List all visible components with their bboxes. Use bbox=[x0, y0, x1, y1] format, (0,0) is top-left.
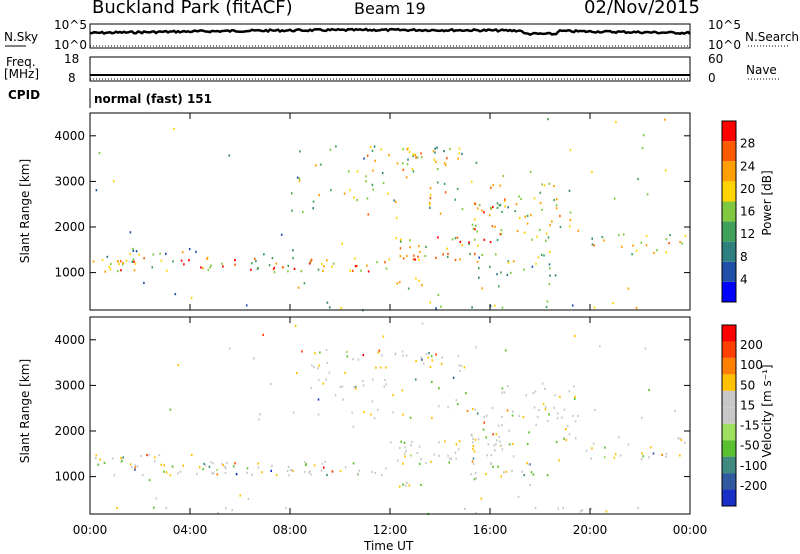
nave-tick-top: 60 bbox=[708, 52, 724, 66]
freq-panel bbox=[89, 56, 691, 82]
velocity-colorbar-tick: 50 bbox=[740, 378, 755, 392]
power-colorbar-swatch bbox=[722, 221, 736, 242]
power-echoes bbox=[92, 118, 687, 312]
velocity-colorbar-swatch bbox=[722, 489, 736, 506]
date-label: 02/Nov/2015 bbox=[584, 0, 700, 18]
velocity-colorbar-swatch bbox=[722, 357, 736, 375]
velocity-colorbar-swatch bbox=[722, 341, 736, 358]
xtick-label: 20:00 bbox=[573, 523, 608, 537]
nsky-trace bbox=[89, 27, 691, 36]
velocity-colorbar-swatch bbox=[722, 456, 736, 474]
velocity-colorbar-tick: -50 bbox=[740, 439, 760, 453]
x-axis-title: Time UT bbox=[364, 539, 414, 553]
velocity-colorbar-tick: 100 bbox=[740, 358, 763, 372]
power-plot-frame bbox=[89, 112, 691, 311]
power-colorbar-tick: 24 bbox=[740, 159, 755, 173]
power-colorbar-swatch bbox=[722, 141, 736, 162]
power-colorbar-swatch bbox=[722, 261, 736, 282]
nsky-panel bbox=[89, 23, 691, 49]
nsearch-tick-top: 10^5 bbox=[708, 18, 741, 32]
power-colorbar-tick: 4 bbox=[740, 272, 748, 286]
xtick-label: 16:00 bbox=[473, 523, 508, 537]
velocity-colorbar-tick: -200 bbox=[740, 479, 767, 493]
nsky-tick-bottom: 10^0 bbox=[54, 38, 87, 52]
power-colorbar-tick: 16 bbox=[740, 205, 755, 219]
velocity-colorbar-swatch bbox=[722, 374, 736, 391]
nave-label: Nave bbox=[746, 63, 777, 77]
ytick-label: 1000 bbox=[54, 266, 85, 280]
velocity-colorbar-tick: -15 bbox=[740, 419, 760, 433]
power-colorbar-swatch bbox=[722, 241, 736, 262]
power-colorbar-swatch bbox=[722, 281, 736, 302]
cpid-label: CPID bbox=[8, 88, 41, 102]
power-colorbar-tick: 12 bbox=[740, 227, 755, 241]
cpid-value: normal (fast) 151 bbox=[94, 92, 212, 106]
ytick-label: 2000 bbox=[54, 424, 85, 438]
xtick-label: 12:00 bbox=[373, 523, 408, 537]
nave-tick-bottom: 0 bbox=[708, 71, 716, 85]
ytick-label: 1000 bbox=[54, 470, 85, 484]
xtick-label: 04:00 bbox=[173, 523, 208, 537]
velocity-colorbar-swatch bbox=[722, 440, 736, 457]
velocity-colorbar-swatch bbox=[722, 473, 736, 490]
freq-unit: [MHz] bbox=[4, 67, 40, 81]
power-colorbar-swatch bbox=[722, 161, 736, 182]
ytick-label: 3000 bbox=[54, 174, 85, 188]
nsky-label: N.Sky bbox=[4, 30, 39, 44]
nsearch-label: N.Search bbox=[745, 30, 800, 44]
velocity-colorbar-swatch bbox=[722, 390, 736, 408]
ytick-label: 3000 bbox=[54, 378, 85, 392]
power-colorbar-frame bbox=[721, 120, 737, 303]
ytick-label: 2000 bbox=[54, 220, 85, 234]
power-colorbar-tick: 8 bbox=[740, 250, 748, 264]
ytick-label: 4000 bbox=[54, 129, 85, 143]
xtick-label: 08:00 bbox=[273, 523, 308, 537]
nsky-tick-top: 10^5 bbox=[54, 18, 87, 32]
station-title: Buckland Park (fitACF) bbox=[92, 0, 293, 18]
power-colorbar-swatch bbox=[722, 121, 736, 142]
velocity-echoes bbox=[94, 322, 686, 516]
power-colorbar-tick: 20 bbox=[740, 182, 755, 196]
xtick-label: 00:00 bbox=[673, 523, 708, 537]
freq-tick-top: 18 bbox=[64, 52, 80, 66]
power-colorbar-swatch bbox=[722, 181, 736, 202]
xtick-label: 00:00 bbox=[73, 523, 108, 537]
velocity-colorbar-tick: -100 bbox=[740, 459, 767, 473]
velocity-colorbar-tick: 15 bbox=[740, 398, 755, 412]
velocity-colorbar-frame bbox=[721, 324, 737, 507]
velocity-colorbar-swatch bbox=[722, 407, 736, 424]
velocity-colorbar-swatch bbox=[722, 423, 736, 441]
freq-label: Freq. bbox=[6, 55, 36, 69]
power-colorbar-tick: 28 bbox=[740, 137, 755, 151]
ytick-label: 4000 bbox=[54, 333, 85, 347]
velocity-colorbar-tick: 200 bbox=[740, 338, 763, 352]
power-colorbar-swatch bbox=[722, 201, 736, 222]
freq-tick-bottom: 8 bbox=[68, 71, 76, 85]
beam-label: Beam 19 bbox=[354, 0, 426, 18]
velocity-colorbar-swatch bbox=[722, 325, 736, 342]
nsearch-tick-bottom: 10^0 bbox=[708, 38, 741, 52]
